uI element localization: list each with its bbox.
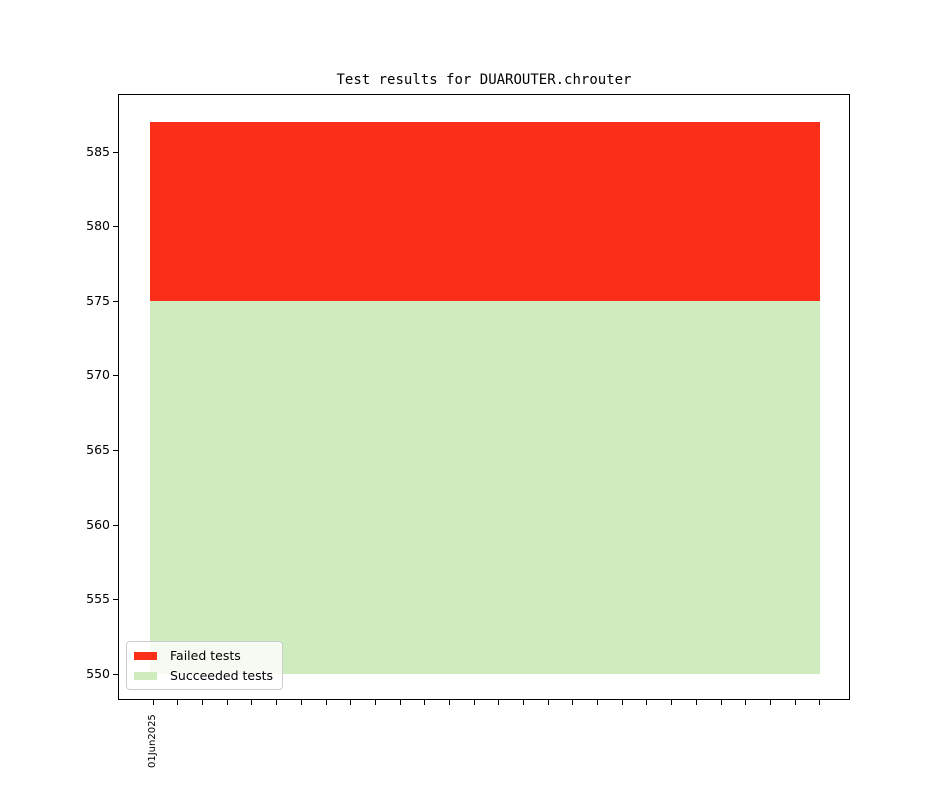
bar-segment-failed-tests	[150, 121, 820, 301]
y-tick	[113, 524, 118, 526]
x-tick	[300, 700, 302, 705]
x-tick	[621, 700, 623, 705]
x-tick	[523, 700, 525, 705]
y-tick	[113, 599, 118, 601]
bar-segment-succeeded-tests	[150, 300, 820, 674]
y-tick-label: 565	[86, 441, 110, 457]
plot-area: 550 555 560 565 570 575 580 585 Failed tests Su…	[86, 94, 850, 705]
legend-label-failed: Failed tests	[170, 648, 241, 663]
x-tick	[202, 700, 204, 705]
x-tick	[794, 700, 796, 705]
y-tick-label: 575	[86, 292, 110, 308]
y-tick	[113, 300, 118, 302]
x-tick	[819, 700, 821, 705]
x-tick	[547, 700, 549, 705]
x-tick	[424, 700, 426, 705]
x-tick	[646, 700, 648, 705]
y-tick	[113, 449, 118, 451]
legend: Failed tests Succeeded tests	[126, 641, 284, 690]
x-tick	[448, 700, 450, 705]
x-tick	[769, 700, 771, 705]
x-tick	[498, 700, 500, 705]
x-tick	[276, 700, 278, 705]
succeeded-tests-swatch	[134, 671, 157, 680]
x-tick	[325, 700, 327, 705]
x-tick	[720, 700, 722, 705]
x-tick	[177, 700, 179, 705]
y-tick-label: 560	[86, 516, 110, 532]
y-tick-label: 555	[86, 591, 110, 607]
x-tick-label: 01Jun2025	[146, 714, 158, 768]
y-tick-label: 570	[86, 367, 110, 383]
y-tick-label: 550	[86, 665, 110, 681]
chart-title: Test results for DUAROUTER.chrouter	[336, 72, 632, 88]
y-tick	[113, 673, 118, 675]
x-tick	[572, 700, 574, 705]
x-tick	[152, 700, 154, 705]
legend-item-failed: Failed tests	[134, 648, 273, 663]
x-tick	[597, 700, 599, 705]
x-tick	[374, 700, 376, 705]
x-tick	[671, 700, 673, 705]
y-tick-label: 585	[86, 143, 110, 159]
x-tick	[695, 700, 697, 705]
y-tick-label: 580	[86, 218, 110, 234]
y-tick	[113, 226, 118, 228]
y-tick	[113, 151, 118, 153]
x-tick	[226, 700, 228, 705]
legend-item-succeeded: Succeeded tests	[134, 668, 273, 683]
legend-label-succeeded: Succeeded tests	[170, 668, 274, 683]
y-tick	[113, 375, 118, 377]
failed-tests-swatch	[134, 651, 157, 660]
x-tick	[473, 700, 475, 705]
x-tick	[745, 700, 747, 705]
x-tick	[399, 700, 401, 705]
x-tick	[251, 700, 253, 705]
x-tick	[350, 700, 352, 705]
